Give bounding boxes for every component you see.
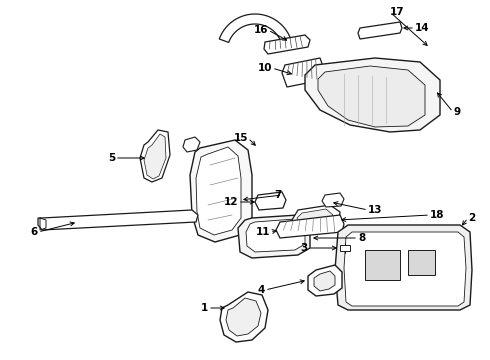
Text: 9: 9 [453, 107, 460, 117]
Text: 8: 8 [358, 233, 365, 243]
Text: 6: 6 [31, 227, 38, 237]
Polygon shape [340, 245, 350, 251]
Polygon shape [190, 140, 252, 242]
Text: 17: 17 [390, 7, 405, 17]
Text: 14: 14 [415, 23, 430, 33]
Polygon shape [282, 58, 325, 87]
Text: 2: 2 [468, 213, 475, 223]
Text: 11: 11 [255, 227, 270, 237]
Polygon shape [255, 192, 286, 210]
Polygon shape [297, 209, 333, 227]
Polygon shape [365, 250, 400, 280]
Polygon shape [140, 130, 170, 182]
Text: 16: 16 [253, 25, 268, 35]
Polygon shape [314, 271, 335, 291]
Polygon shape [196, 147, 241, 235]
Text: 10: 10 [258, 63, 272, 73]
Polygon shape [226, 298, 261, 336]
Polygon shape [220, 14, 291, 42]
Polygon shape [264, 35, 310, 54]
Polygon shape [308, 265, 342, 296]
Polygon shape [38, 210, 198, 230]
Text: 13: 13 [368, 205, 383, 215]
Polygon shape [408, 250, 435, 275]
Polygon shape [305, 58, 440, 132]
Polygon shape [246, 219, 305, 252]
Text: 5: 5 [108, 153, 115, 163]
Polygon shape [144, 134, 166, 179]
Polygon shape [322, 193, 344, 207]
Polygon shape [292, 205, 340, 232]
Polygon shape [276, 215, 344, 238]
Text: 12: 12 [223, 197, 238, 207]
Polygon shape [183, 137, 200, 152]
Polygon shape [238, 215, 310, 258]
Text: 3: 3 [301, 243, 308, 253]
Polygon shape [358, 22, 402, 39]
Text: 4: 4 [258, 285, 265, 295]
Polygon shape [344, 232, 466, 306]
Text: 15: 15 [234, 133, 248, 143]
Text: 1: 1 [201, 303, 208, 313]
Polygon shape [318, 66, 425, 127]
Polygon shape [220, 292, 268, 342]
Polygon shape [335, 225, 472, 310]
Text: 18: 18 [430, 210, 444, 220]
Text: 7: 7 [274, 190, 282, 200]
